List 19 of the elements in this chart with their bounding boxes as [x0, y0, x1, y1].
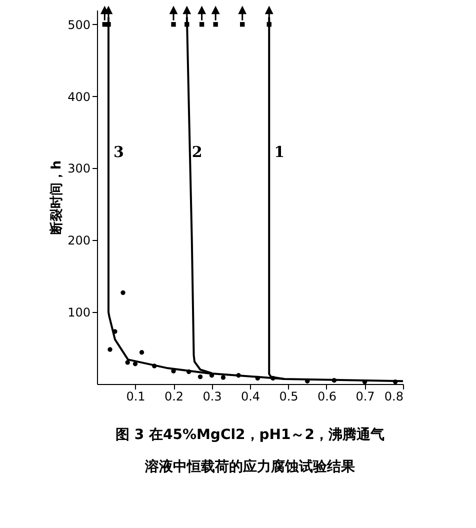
x-tick-label: 0.8	[384, 390, 404, 404]
x-tick-label: 0.7	[356, 390, 375, 404]
x-tick-label: 0.1	[126, 390, 146, 404]
x-tick-label: 0.4	[240, 390, 260, 404]
y-tick-label: 100	[68, 306, 90, 320]
series-label: 1	[274, 143, 285, 162]
y-axis-title: 断裂时间，h	[50, 160, 65, 235]
series-label: 3	[113, 143, 124, 162]
text: 图 3 在45%MgCl2，pH1～2，沸腾通气	[116, 426, 384, 443]
y-tick-label: 500	[68, 18, 90, 32]
y-tick-label: 200	[68, 234, 90, 248]
x-tick-label: 0.3	[202, 390, 222, 404]
x-tick-label: 0.6	[317, 390, 337, 404]
x-tick-label: 0.5	[279, 390, 298, 404]
x-tick-label: 0.2	[164, 390, 184, 404]
series-label: 2	[192, 143, 202, 162]
text: 溶液中恒载荷的应力腐蚀试验结果	[144, 458, 356, 475]
y-tick-label: 300	[68, 162, 90, 176]
y-tick-label: 400	[68, 90, 90, 104]
